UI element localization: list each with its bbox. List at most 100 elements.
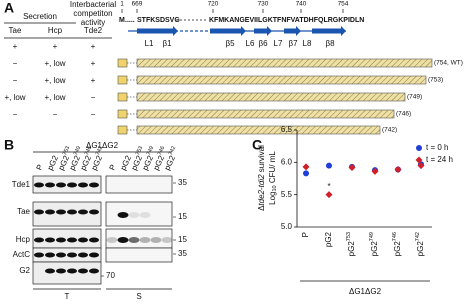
marker-label: 35 (178, 249, 187, 258)
band (56, 252, 66, 258)
label-part: CFU/ mL (268, 151, 277, 186)
fraction: T (65, 292, 70, 301)
band (128, 212, 140, 218)
cell: + (13, 42, 18, 51)
lane-sup: 753 (135, 146, 144, 157)
band (139, 212, 151, 218)
band (67, 182, 77, 188)
point (417, 162, 425, 170)
lane-label: P (35, 163, 45, 172)
band (89, 237, 99, 243)
point (415, 156, 423, 164)
band (67, 209, 77, 215)
construct-label: (746) (396, 111, 411, 118)
label-part: Δ (257, 205, 266, 211)
cell: − (13, 59, 18, 68)
band (45, 237, 55, 243)
strain: ΔG1ΔG2 (86, 141, 119, 150)
cell: +, low (44, 76, 65, 85)
construct-label: (754, WT) (434, 60, 463, 67)
point (302, 163, 310, 171)
band (89, 182, 99, 188)
strand (254, 26, 272, 36)
column-header: Hcp (48, 26, 63, 35)
band (161, 237, 173, 243)
band (56, 237, 66, 243)
label-part: survival (257, 145, 266, 175)
band (117, 237, 129, 243)
point (371, 167, 379, 175)
sequence: KFMKANGEVIILGKTFNFVATDHFQLRGKPIDLN (209, 17, 364, 24)
structure-label: β7 (288, 39, 298, 48)
protein-label: Tde1 (12, 180, 31, 189)
signal-box (117, 92, 128, 102)
column-header: Tde2 (84, 26, 103, 35)
band (139, 237, 151, 243)
panel-label: C (252, 137, 262, 153)
band (45, 268, 55, 274)
structure-label: β6 (258, 39, 268, 48)
structure-label: β8 (325, 39, 335, 48)
signal-box (117, 109, 128, 119)
blot (105, 175, 173, 194)
y-tick-label: 6.5 (281, 125, 293, 134)
construct-bar (136, 58, 433, 68)
band (78, 182, 88, 188)
band (56, 268, 66, 274)
band (34, 182, 44, 188)
cat-text: P (301, 232, 310, 237)
band (67, 268, 77, 274)
band (56, 209, 66, 215)
cell: +, low (4, 93, 25, 102)
structure-label: L1 (145, 39, 154, 48)
lane-text: pG2 (163, 154, 178, 172)
structure-label: β1 (162, 39, 172, 48)
cell: − (91, 93, 96, 102)
cat-sup: 746 (392, 232, 398, 241)
band (89, 268, 99, 274)
cell: − (53, 110, 58, 119)
structure-label: L7 (274, 39, 283, 48)
band (128, 237, 140, 243)
sequence: M (119, 17, 125, 24)
cat-text: pG2 (324, 231, 333, 247)
cell: − (13, 110, 18, 119)
cat-text: pG2 (416, 241, 425, 257)
marker-label: 35 (178, 178, 187, 187)
marker-label: 15 (178, 212, 187, 221)
label-part: Log (268, 192, 277, 205)
x-tick-label: pG2742 (415, 232, 425, 256)
structure-label: β5 (225, 39, 235, 48)
x-tick-label: pG2753 (346, 232, 356, 256)
column-header: Tae (9, 26, 22, 35)
legend-label: t = 24 h (426, 155, 453, 164)
cat-sup: 742 (415, 232, 421, 241)
marker-label: 70 (106, 271, 115, 280)
band (34, 209, 44, 215)
protein-label: Tae (17, 207, 30, 216)
band (89, 252, 99, 258)
y-tick-label: 5.5 (281, 190, 293, 199)
signal-box (117, 58, 128, 68)
cat-text: pG2 (393, 241, 402, 257)
residue-number: 1 (120, 1, 124, 8)
y-tick-label: 5.0 (281, 222, 293, 231)
cell: − (13, 76, 18, 85)
band (45, 209, 55, 215)
column-group: Interbacterial (70, 0, 116, 9)
point (416, 145, 422, 151)
cell: − (91, 110, 96, 119)
panel-label: A (4, 0, 14, 16)
x-tick-label: pG2746 (392, 232, 402, 256)
structure-label: L6 (246, 39, 255, 48)
strand (137, 26, 178, 36)
lane-sup: 742 (168, 146, 177, 157)
lane-text: P (35, 163, 45, 172)
band (78, 237, 88, 243)
legend-label: t = 0 h (426, 143, 448, 152)
x-tick-label: P (301, 232, 310, 237)
band (78, 209, 88, 215)
signal-box (117, 75, 128, 85)
blot (32, 175, 102, 194)
